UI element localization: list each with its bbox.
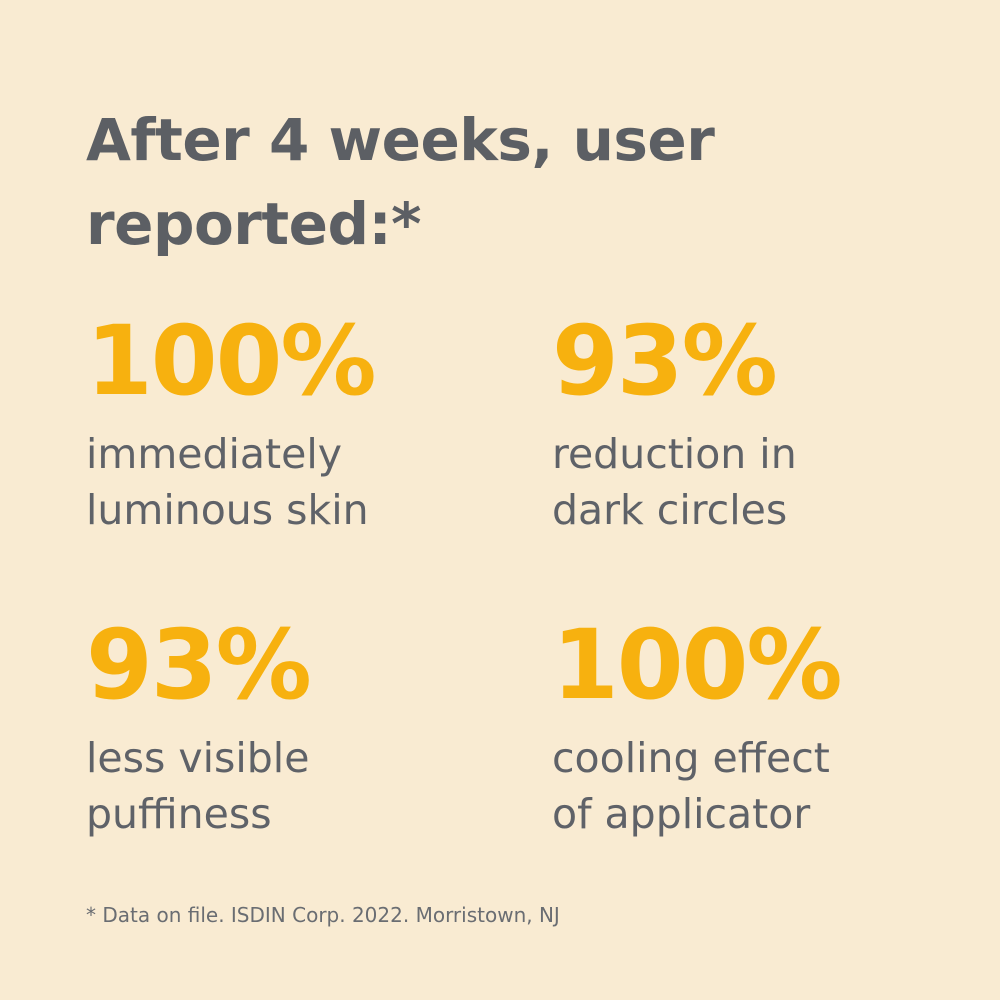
stat-value: 100% — [86, 305, 377, 417]
stat-description: immediately luminous skin — [86, 430, 369, 534]
stat-value: 100% — [552, 609, 843, 721]
stat-dark-circles: 93% reduction in dark circles — [552, 306, 972, 538]
stat-luminous-skin: 100% immediately luminous skin — [86, 306, 506, 538]
stat-value: 93% — [86, 609, 312, 721]
headline: After 4 weeks, user reported:* — [86, 106, 715, 258]
stat-value: 93% — [552, 305, 778, 417]
footnote: * Data on file. ISDIN Corp. 2022. Morris… — [86, 903, 560, 927]
stat-description: less visible puffiness — [86, 734, 310, 838]
stat-cooling-effect: 100% cooling effect of applicator — [552, 610, 972, 842]
stat-description: reduction in dark circles — [552, 430, 797, 534]
stat-description: cooling effect of applicator — [552, 734, 830, 838]
stat-puffiness: 93% less visible puffiness — [86, 610, 506, 842]
